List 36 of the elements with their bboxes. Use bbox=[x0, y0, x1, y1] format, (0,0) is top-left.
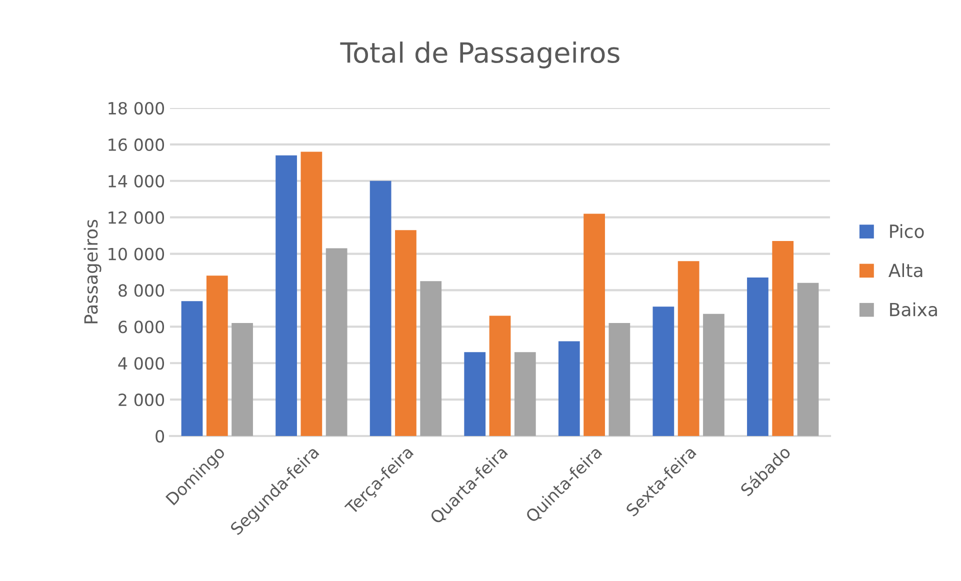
y-tick-label: 6 000 bbox=[118, 320, 164, 334]
y-tick-label: 14 000 bbox=[108, 174, 164, 188]
bar bbox=[652, 306, 674, 436]
bar bbox=[395, 230, 416, 436]
bar bbox=[797, 282, 819, 436]
bar bbox=[326, 248, 348, 436]
legend-label: Alta bbox=[888, 263, 922, 278]
bar bbox=[489, 316, 511, 436]
bar bbox=[370, 180, 392, 436]
legend-label: Pico bbox=[890, 224, 924, 238]
bar bbox=[464, 352, 486, 436]
y-tick-label: 18 000 bbox=[108, 102, 164, 115]
bar bbox=[181, 301, 203, 436]
bar bbox=[772, 241, 794, 436]
y-tick-label: 12 000 bbox=[108, 211, 164, 224]
y-tick-label: 4 000 bbox=[118, 357, 164, 370]
chart-title: Total de Passageiros bbox=[340, 42, 620, 68]
bar bbox=[206, 276, 228, 436]
bar bbox=[678, 261, 700, 436]
bar bbox=[420, 281, 442, 436]
bar bbox=[276, 155, 297, 436]
y-axis-title: Passageiros bbox=[84, 220, 102, 324]
bar bbox=[558, 341, 580, 436]
y-tick-label: 16 000 bbox=[108, 138, 164, 152]
bar bbox=[232, 323, 253, 436]
bar bbox=[514, 352, 536, 436]
bar bbox=[584, 214, 605, 436]
y-tick-label: 8 000 bbox=[118, 284, 164, 297]
bar bbox=[608, 323, 630, 436]
bar bbox=[747, 277, 768, 436]
y-tick-label: 0 bbox=[156, 430, 164, 443]
y-tick-label: 2 000 bbox=[118, 394, 164, 406]
bar bbox=[300, 152, 322, 436]
bar bbox=[703, 314, 724, 436]
y-tick-label: 10 000 bbox=[108, 248, 164, 260]
legend-label: Baixa bbox=[890, 302, 937, 316]
